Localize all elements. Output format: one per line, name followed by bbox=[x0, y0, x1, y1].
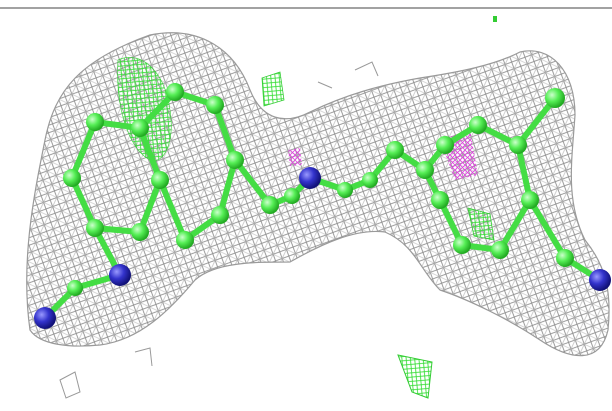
mesh-fragments bbox=[59, 61, 379, 399]
electron-density-mesh bbox=[26, 32, 610, 357]
magenta-mesh-small bbox=[288, 148, 302, 166]
green-fragment bbox=[493, 16, 497, 22]
green-mesh-small bbox=[261, 71, 285, 107]
green-mesh-blob bbox=[117, 57, 172, 161]
atoms bbox=[34, 83, 611, 329]
green-mesh-bottom bbox=[397, 354, 433, 399]
green-mesh-small bbox=[467, 207, 495, 241]
